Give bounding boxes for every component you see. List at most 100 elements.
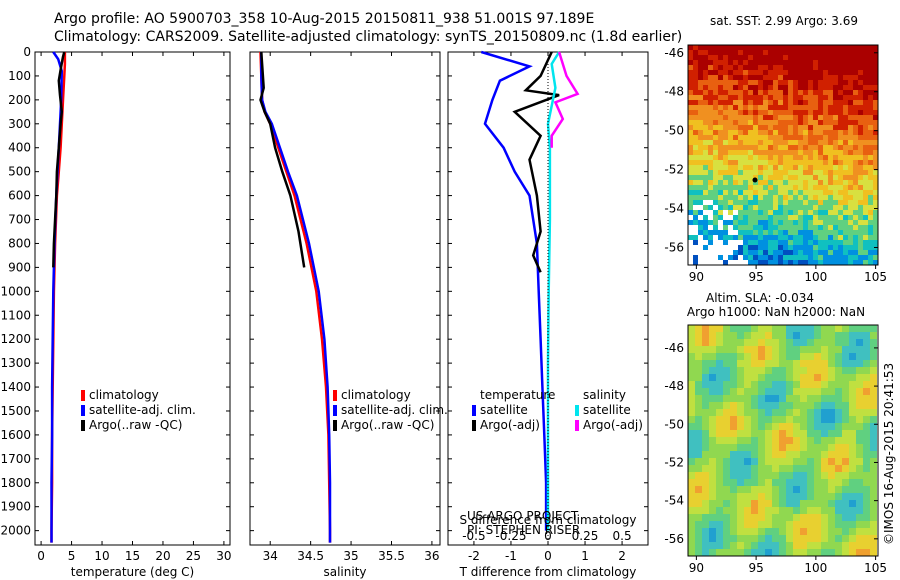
- sst-cell: [738, 180, 743, 185]
- sst-cell: [733, 260, 738, 265]
- sla-cell: [793, 500, 800, 507]
- sst-cell: [798, 90, 803, 95]
- sst-cell: [733, 60, 738, 65]
- sst-cell: [778, 85, 783, 90]
- sst-cell: [853, 170, 858, 175]
- sst-cell: [843, 185, 848, 190]
- sst-cell: [873, 230, 878, 235]
- sst-cell: [863, 165, 868, 170]
- sla-cell: [863, 353, 870, 360]
- sst-cell: [838, 235, 843, 240]
- sst-cell: [688, 85, 693, 90]
- sst-cell: [823, 80, 828, 85]
- sla-cell: [702, 507, 709, 514]
- sst-cell: [813, 180, 818, 185]
- sla-cell: [723, 472, 730, 479]
- sst-cell: [743, 250, 748, 255]
- sst-cell: [858, 200, 863, 205]
- sla-cell: [758, 388, 765, 395]
- sst-cell: [853, 115, 858, 120]
- sst-cell: [778, 255, 783, 260]
- sla-cell: [849, 325, 856, 332]
- sla-cell: [716, 500, 723, 507]
- sst-cell: [793, 105, 798, 110]
- sla-cell: [716, 451, 723, 458]
- sst-cell: [813, 185, 818, 190]
- sst-cell: [743, 205, 748, 210]
- sla-cell: [779, 402, 786, 409]
- sst-cell: [828, 185, 833, 190]
- sst-cell: [778, 250, 783, 255]
- sst-cell: [748, 60, 753, 65]
- sst-cell: [763, 250, 768, 255]
- sst-cell: [818, 185, 823, 190]
- sst-cell: [698, 215, 703, 220]
- sla-cell: [702, 332, 709, 339]
- sst-cell: [708, 155, 713, 160]
- sst-cell: [838, 215, 843, 220]
- sst-cell: [848, 185, 853, 190]
- sst-cell: [868, 90, 873, 95]
- sla-cell: [688, 388, 695, 395]
- x-tick-label: 25: [186, 549, 201, 563]
- sst-cell: [793, 70, 798, 75]
- sst-cell: [763, 135, 768, 140]
- sla-cell: [800, 465, 807, 472]
- sla-cell: [744, 514, 751, 521]
- sla-cell: [730, 465, 737, 472]
- sst-cell: [858, 190, 863, 195]
- sla-cell: [856, 353, 863, 360]
- sst-cell: [793, 145, 798, 150]
- sst-cell: [818, 115, 823, 120]
- sla-cell: [849, 486, 856, 493]
- sla-cell: [835, 353, 842, 360]
- sst-cell: [833, 85, 838, 90]
- sst-cell: [713, 255, 718, 260]
- sst-cell: [768, 45, 773, 50]
- sst-cell: [693, 125, 698, 130]
- sst-cell: [793, 240, 798, 245]
- sst-cell: [763, 220, 768, 225]
- sla-cell: [737, 395, 744, 402]
- sst-cell: [833, 255, 838, 260]
- sst-cell: [863, 220, 868, 225]
- sst-cell: [863, 255, 868, 260]
- sst-cell: [823, 220, 828, 225]
- sla-cell: [723, 444, 730, 451]
- sst-cell: [763, 185, 768, 190]
- sst-cell: [828, 105, 833, 110]
- sst-cell: [773, 120, 778, 125]
- sla-cell: [849, 381, 856, 388]
- sst-cell: [718, 225, 723, 230]
- sst-cell: [813, 135, 818, 140]
- sst-cell: [823, 225, 828, 230]
- sla-cell: [786, 465, 793, 472]
- sst-cell: [788, 225, 793, 230]
- sst-cell: [723, 260, 728, 265]
- sst-cell: [838, 255, 843, 260]
- sst-cell: [753, 260, 758, 265]
- sla-cell: [800, 521, 807, 528]
- sla-cell: [702, 493, 709, 500]
- sst-cell: [778, 90, 783, 95]
- sst-cell: [698, 45, 703, 50]
- sst-cell: [783, 255, 788, 260]
- sst-cell: [758, 155, 763, 160]
- sst-cell: [728, 65, 733, 70]
- sst-cell: [808, 75, 813, 80]
- sst-cell: [863, 65, 868, 70]
- sla-cell: [772, 549, 779, 556]
- sst-cell: [873, 185, 878, 190]
- sst-cell: [828, 45, 833, 50]
- sst-cell: [733, 75, 738, 80]
- sst-cell: [698, 190, 703, 195]
- sst-cell: [873, 260, 878, 265]
- sla-cell: [709, 500, 716, 507]
- sla-cell: [828, 346, 835, 353]
- sst-cell: [733, 105, 738, 110]
- sst-cell: [793, 180, 798, 185]
- sla-cell: [751, 402, 758, 409]
- sla-cell: [863, 325, 870, 332]
- sla-cell: [800, 402, 807, 409]
- sla-cell: [751, 444, 758, 451]
